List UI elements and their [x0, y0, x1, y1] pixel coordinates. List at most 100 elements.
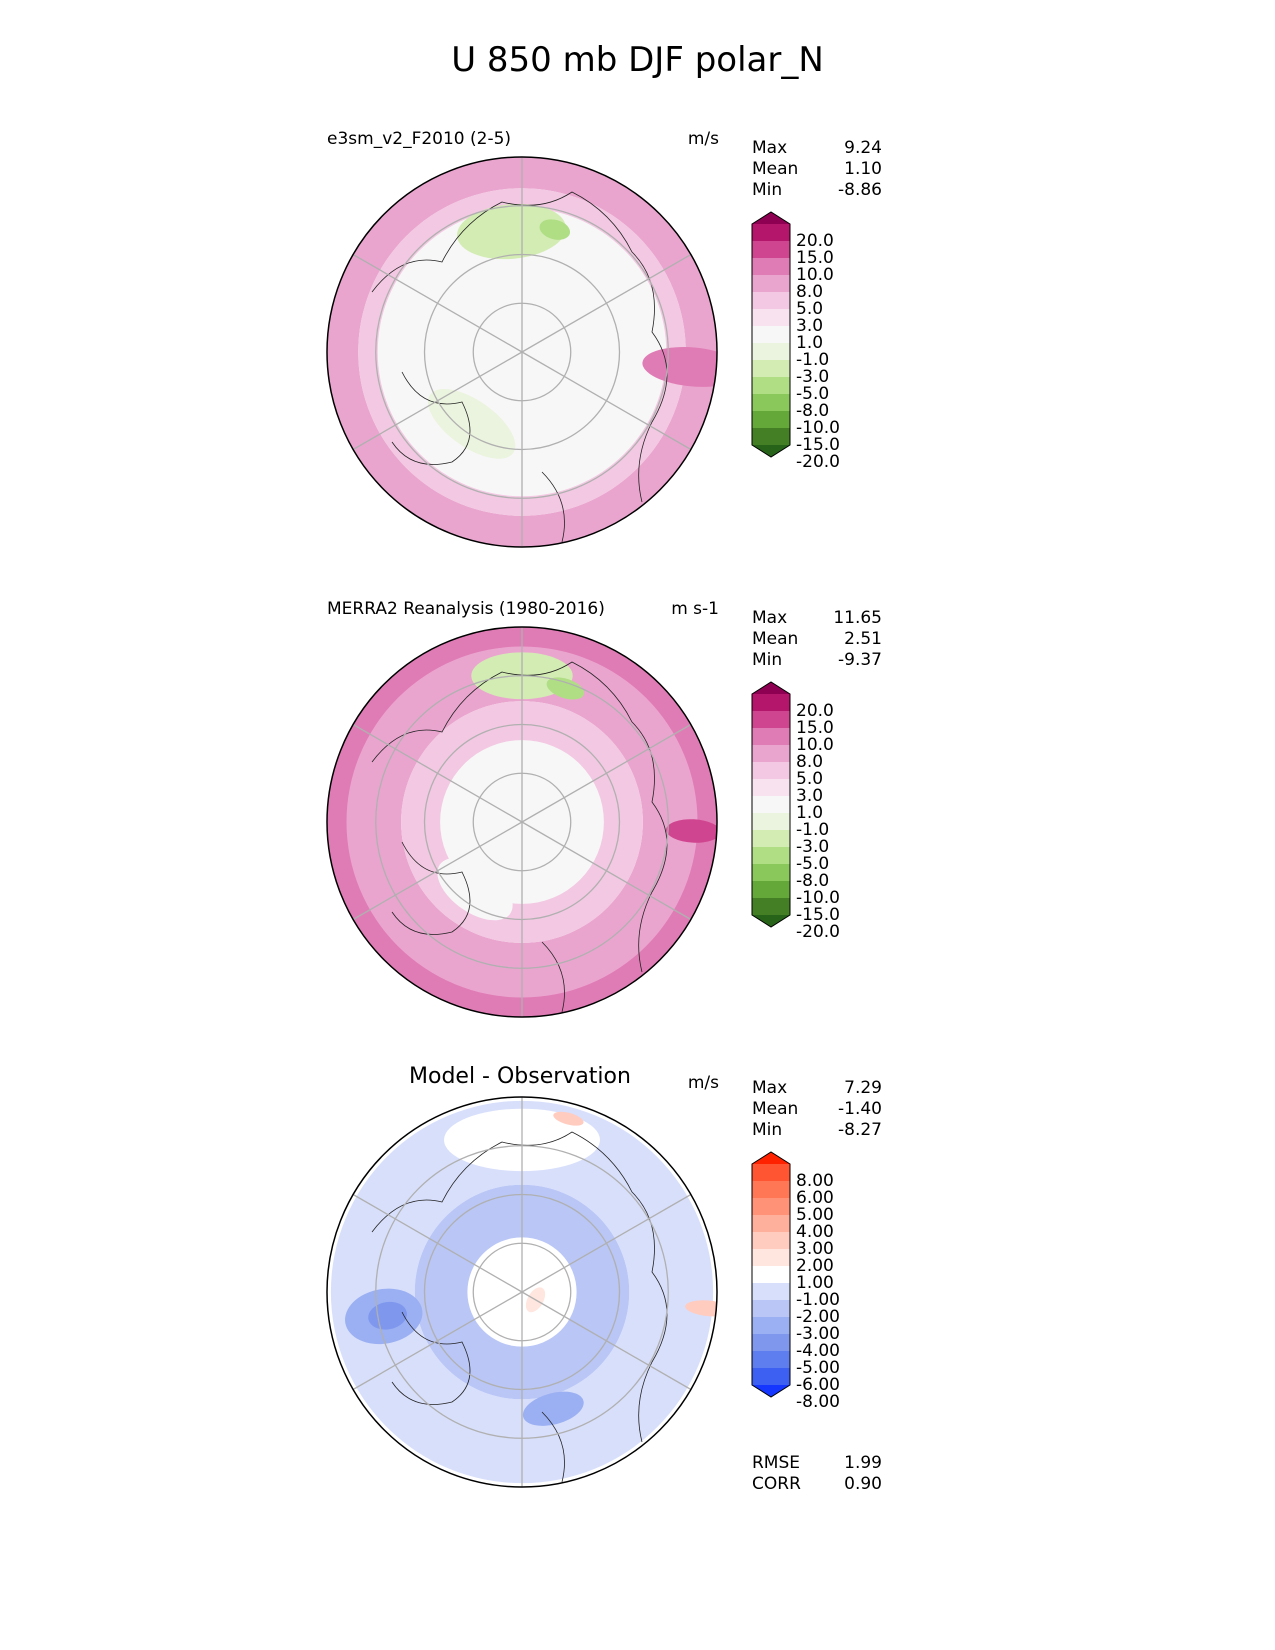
colorbar-tick-label: -20.0	[796, 922, 840, 942]
colorbar-tick-label: -5.0	[796, 384, 830, 404]
map-border	[326, 1096, 718, 1488]
colorbar-extend-min	[752, 1385, 790, 1397]
colorbar-outline	[751, 211, 791, 458]
colorbar-segment	[752, 1317, 790, 1335]
colorbar-extend-min	[752, 915, 790, 927]
colorbar-segment	[752, 694, 790, 712]
colorbar-tick-label: 1.0	[796, 333, 824, 353]
colorbar-segment	[752, 411, 790, 429]
colorbar-tick-label: 20.0	[796, 231, 834, 251]
stat-value: 1.10	[844, 159, 882, 179]
colorbar-segment	[752, 1164, 790, 1182]
colorbar-segment	[752, 343, 790, 361]
contour-band	[414, 1184, 630, 1400]
panel-title: e3sm_v2_F2010 (2-5)	[327, 129, 512, 149]
colorbar-segment	[752, 779, 790, 797]
colorbar-tick-label: -3.00	[796, 1324, 840, 1344]
contour-region	[666, 819, 717, 843]
longitude-gridline	[521, 351, 692, 451]
coastline	[371, 1131, 668, 1483]
colorbar-segment	[752, 847, 790, 865]
colorbar-segment	[752, 360, 790, 378]
stat-value: 9.24	[844, 138, 882, 158]
colorbar-tick-label: 3.00	[796, 1239, 834, 1259]
colorbar-segment	[752, 1249, 790, 1267]
stat-value: 11.65	[833, 608, 882, 628]
colorbar-tick-label: -3.0	[796, 837, 830, 857]
colorbar-tick-label: 1.0	[796, 803, 824, 823]
colorbar-extend-max	[752, 212, 790, 224]
stat-label: Mean	[752, 629, 799, 649]
colorbar-tick-label: -5.00	[796, 1358, 840, 1378]
colorbar-segment	[752, 1198, 790, 1216]
colorbar-segment	[752, 326, 790, 344]
colorbar-tick-label: -20.0	[796, 452, 840, 472]
contour-region	[368, 1301, 407, 1330]
stat-value: 7.29	[844, 1078, 882, 1098]
colorbar-tick-label: -8.0	[796, 401, 830, 421]
colorbar-segment	[752, 711, 790, 729]
colorbar-tick-label: -1.00	[796, 1290, 840, 1310]
colorbar-segment	[752, 1232, 790, 1250]
contour-region	[546, 677, 585, 700]
colorbar-tick-label: 15.0	[796, 718, 834, 738]
stat-label: RMSE	[752, 1453, 801, 1473]
stat-value: -8.86	[838, 180, 882, 200]
contour-region	[553, 1111, 584, 1126]
colorbar-segment	[752, 377, 790, 395]
stat-label: Max	[752, 1078, 788, 1098]
colorbar-segment	[752, 813, 790, 831]
colorbar-tick-label: 10.0	[796, 265, 834, 285]
stat-value: -1.40	[838, 1099, 882, 1119]
contour-band	[327, 627, 717, 1017]
contour-region	[522, 1391, 584, 1426]
map-border	[326, 156, 718, 548]
colorbar-tick-label: 5.0	[796, 299, 824, 319]
colorbar-segment	[752, 258, 790, 276]
colorbar-extend-max	[752, 1152, 790, 1164]
colorbar-tick-label: -4.00	[796, 1341, 840, 1361]
colorbar-outline	[751, 681, 791, 928]
longitude-gridline	[521, 1291, 692, 1391]
stat-label: Mean	[752, 1099, 799, 1119]
colorbar-tick-label: -5.0	[796, 854, 830, 874]
colorbar-segment	[752, 898, 790, 916]
colorbar-segment	[752, 762, 790, 780]
units-label: m/s	[687, 1073, 719, 1093]
colorbar-segment	[752, 224, 790, 242]
colorbar-segment	[752, 1181, 790, 1199]
panel-title: Model - Observation	[409, 1064, 631, 1089]
coastline	[371, 191, 668, 543]
coastline	[371, 661, 668, 1013]
colorbar	[751, 1151, 791, 1398]
colorbar-tick-label: -8.00	[796, 1392, 840, 1412]
colorbar-segment	[752, 864, 790, 882]
stat-label: Max	[752, 138, 788, 158]
colorbar-segment	[752, 1300, 790, 1318]
colorbar-tick-label: 3.0	[796, 316, 824, 336]
stat-value: 2.51	[844, 629, 882, 649]
longitude-gridline	[521, 1193, 692, 1293]
contour-region	[539, 219, 571, 240]
colorbar-tick-label: -10.0	[796, 888, 840, 908]
colorbar-tick-label: 2.00	[796, 1256, 834, 1276]
colorbar-segment	[752, 1215, 790, 1233]
longitude-gridline	[352, 351, 523, 451]
longitude-gridline	[352, 821, 523, 921]
colorbar-segment	[752, 309, 790, 327]
colorbar	[751, 681, 791, 928]
contour-region	[457, 203, 566, 260]
colorbar-segment	[752, 745, 790, 763]
longitude-gridline	[352, 253, 523, 353]
colorbar-segment	[752, 1283, 790, 1301]
colorbar-tick-label: -10.0	[796, 418, 840, 438]
longitude-gridline	[352, 1291, 523, 1391]
contour-band	[330, 1100, 714, 1484]
units-label: m/s	[687, 129, 719, 149]
polar-map	[326, 1096, 718, 1488]
longitude-gridline	[521, 821, 692, 921]
colorbar-segment	[752, 1266, 790, 1284]
colorbar	[751, 211, 791, 458]
contour-region	[685, 1300, 717, 1317]
colorbar-tick-label: -2.00	[796, 1307, 840, 1327]
